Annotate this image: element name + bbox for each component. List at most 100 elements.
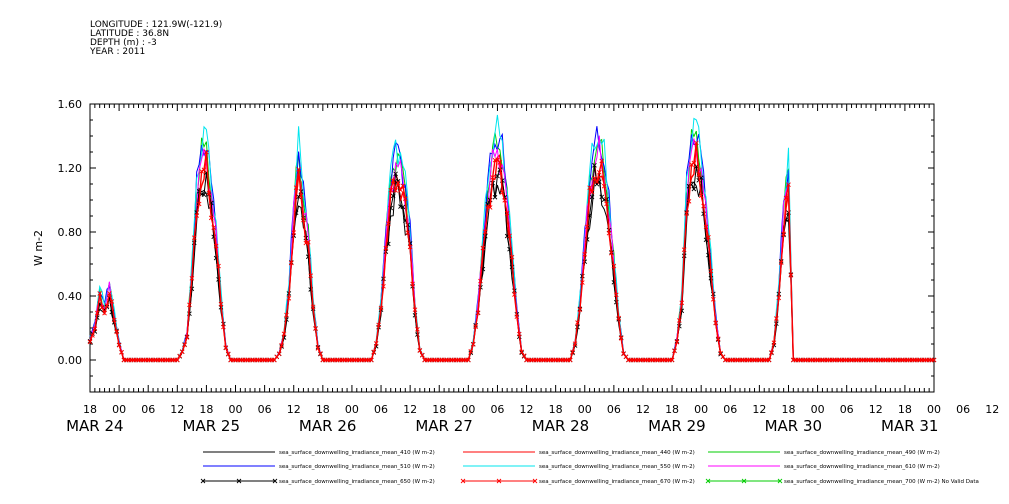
series-point xyxy=(400,204,406,210)
series-point xyxy=(788,272,794,278)
series-point xyxy=(708,268,714,274)
series-point xyxy=(778,260,784,265)
series-point xyxy=(286,295,292,301)
series-point xyxy=(310,304,316,310)
series-point xyxy=(291,230,297,235)
series-point xyxy=(390,193,396,199)
series-point xyxy=(786,182,791,188)
series-point xyxy=(395,180,401,186)
series-point xyxy=(618,335,624,341)
series-point xyxy=(274,354,280,360)
series-point xyxy=(114,329,119,335)
series-point xyxy=(582,252,588,257)
series-point xyxy=(373,341,379,346)
x-hour-label: 12 xyxy=(520,403,534,416)
series-point xyxy=(492,194,498,200)
x-hour-label: 18 xyxy=(549,403,563,416)
header-depth: DEPTH (m) : -3 xyxy=(90,38,157,48)
x-hour-label: 12 xyxy=(403,403,417,416)
series-point xyxy=(674,339,680,345)
series-point xyxy=(509,254,515,260)
legend-marker xyxy=(777,478,783,484)
series-point xyxy=(407,244,413,250)
series-point xyxy=(466,357,471,363)
legend-label: sea_surface_downwelling_irradiance_mean_… xyxy=(784,464,940,470)
x-date-label: MAR 28 xyxy=(532,417,589,435)
series-point xyxy=(519,349,525,355)
series-point xyxy=(92,326,98,332)
series-point xyxy=(587,185,592,191)
series-point xyxy=(276,351,282,357)
x-hour-label: 06 xyxy=(840,403,854,416)
x-hour-label: 12 xyxy=(752,403,766,416)
series-point xyxy=(475,310,481,316)
series-point xyxy=(613,292,619,298)
header-latitude: LATITUDE : 36.8N xyxy=(90,29,170,39)
series-point xyxy=(194,213,200,218)
series-point xyxy=(766,357,772,363)
y-axis: 1.60 1.20 0.80 0.40 0.00 xyxy=(58,98,934,393)
legend-marker xyxy=(272,478,278,484)
x-hour-label: 12 xyxy=(985,403,999,416)
series-point xyxy=(111,317,117,323)
series-point xyxy=(201,192,207,198)
x-hour-label: 06 xyxy=(490,403,504,416)
legend-marker xyxy=(236,478,242,484)
series-point xyxy=(495,173,500,179)
series-point xyxy=(284,312,289,318)
series-point xyxy=(296,166,301,172)
x-hour-label: 06 xyxy=(723,403,737,416)
series-point xyxy=(308,273,314,279)
series-point xyxy=(410,281,415,287)
series-point xyxy=(191,235,197,241)
legend-marker xyxy=(200,478,206,484)
series-point xyxy=(604,201,609,207)
series-point xyxy=(381,283,386,289)
series-point xyxy=(516,331,522,337)
series-point xyxy=(94,310,100,316)
series-point xyxy=(184,335,190,340)
series-point xyxy=(393,188,398,193)
series-point xyxy=(776,295,782,301)
series-point xyxy=(783,195,789,201)
x-hour-label: 12 xyxy=(636,403,650,416)
series-point xyxy=(497,160,503,165)
x-hour-label: 00 xyxy=(927,403,941,416)
series-point xyxy=(179,349,185,355)
series-point xyxy=(182,342,187,348)
series-point xyxy=(616,315,622,321)
x-hour-label: 00 xyxy=(112,403,126,416)
series-point xyxy=(107,290,112,296)
x-hour-label: 00 xyxy=(345,403,359,416)
series-point xyxy=(771,340,777,345)
x-hour-label: 06 xyxy=(258,403,272,416)
series-point xyxy=(703,224,709,230)
series-point xyxy=(672,348,677,354)
series-point xyxy=(199,169,204,174)
series-point xyxy=(398,187,403,193)
series-point xyxy=(611,263,617,269)
y-tick-label: 0.00 xyxy=(58,354,83,367)
x-date-label: MAR 27 xyxy=(415,417,472,435)
x-hour-label: 06 xyxy=(607,403,621,416)
legend-marker xyxy=(741,478,747,484)
x-hour-label: 00 xyxy=(694,403,708,416)
x-hour-label: 06 xyxy=(141,403,155,416)
legend: sea_surface_downwelling_irradiance_mean_… xyxy=(200,450,979,485)
series-point xyxy=(174,357,180,363)
series-point xyxy=(211,225,217,230)
series-point xyxy=(119,349,124,355)
x-hour-label: 18 xyxy=(781,403,795,416)
series-point xyxy=(499,190,505,195)
series-point xyxy=(931,357,937,363)
series-point xyxy=(405,230,411,236)
legend-marker xyxy=(460,478,466,484)
series-point xyxy=(400,183,406,189)
series-layer xyxy=(87,114,937,363)
series-point xyxy=(769,350,774,355)
series-point xyxy=(390,178,396,183)
series-point xyxy=(383,245,389,251)
series-point xyxy=(487,205,493,210)
series-point xyxy=(102,310,107,316)
series-point xyxy=(584,224,590,230)
